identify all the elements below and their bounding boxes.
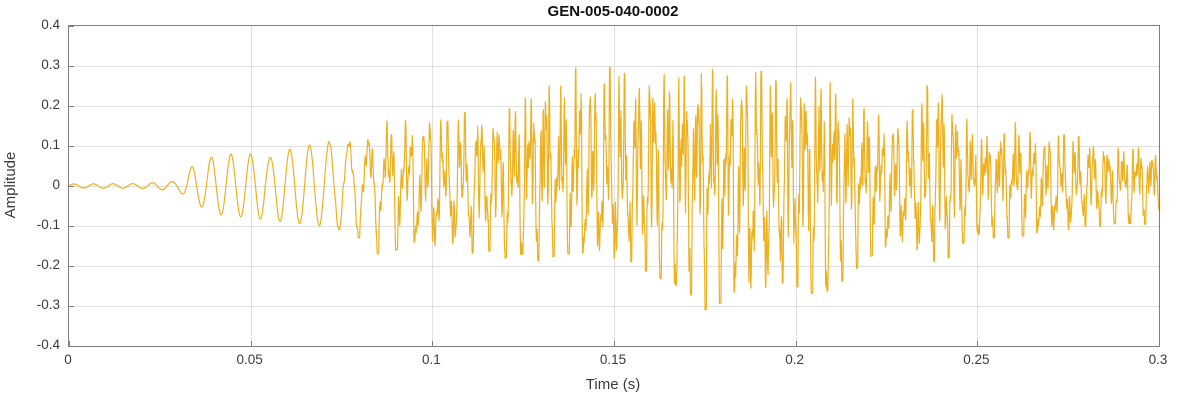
x-tick-label: 0 xyxy=(64,352,72,367)
x-tick-mark xyxy=(795,341,797,346)
plot-area xyxy=(68,25,1160,347)
x-tick-label: 0.1 xyxy=(421,352,441,367)
x-tick-label: 0.05 xyxy=(236,352,263,367)
y-tick-mark xyxy=(69,226,74,227)
y-tick-mark xyxy=(69,186,74,187)
chart-title: GEN-005-040-0002 xyxy=(547,3,679,20)
x-axis-label: Time (s) xyxy=(585,376,641,393)
waveform-canvas xyxy=(69,26,1159,346)
x-tick-mark xyxy=(1159,341,1160,346)
y-tick-label: -0.3 xyxy=(36,297,60,312)
y-tick-mark xyxy=(69,26,74,27)
y-tick-label: -0.1 xyxy=(36,217,60,232)
y-tick-label: 0.4 xyxy=(41,17,60,32)
y-tick-label: -0.4 xyxy=(36,337,60,352)
y-tick-label: 0 xyxy=(52,177,60,192)
x-tick-mark xyxy=(250,341,252,346)
y-tick-label: 0.3 xyxy=(41,57,60,72)
y-tick-mark xyxy=(69,346,74,347)
y-tick-label: 0.1 xyxy=(41,137,60,152)
y-tick-mark xyxy=(69,266,74,267)
y-tick-mark xyxy=(69,106,74,107)
y-tick-mark xyxy=(69,66,74,67)
y-axis-label: Amplitude xyxy=(2,151,19,219)
x-tick-label: 0.2 xyxy=(785,352,805,367)
x-tick-label: 0.15 xyxy=(599,352,627,367)
x-tick-label: 0.3 xyxy=(1148,352,1168,367)
x-tick-mark xyxy=(69,341,70,346)
y-tick-mark xyxy=(69,146,74,147)
x-tick-label: 0.25 xyxy=(963,352,990,367)
x-tick-mark xyxy=(977,341,979,346)
y-tick-mark xyxy=(69,306,74,307)
y-tick-label: 0.2 xyxy=(41,97,60,112)
y-tick-label: -0.2 xyxy=(36,257,60,272)
x-tick-mark xyxy=(432,341,434,346)
x-tick-mark xyxy=(614,341,615,346)
